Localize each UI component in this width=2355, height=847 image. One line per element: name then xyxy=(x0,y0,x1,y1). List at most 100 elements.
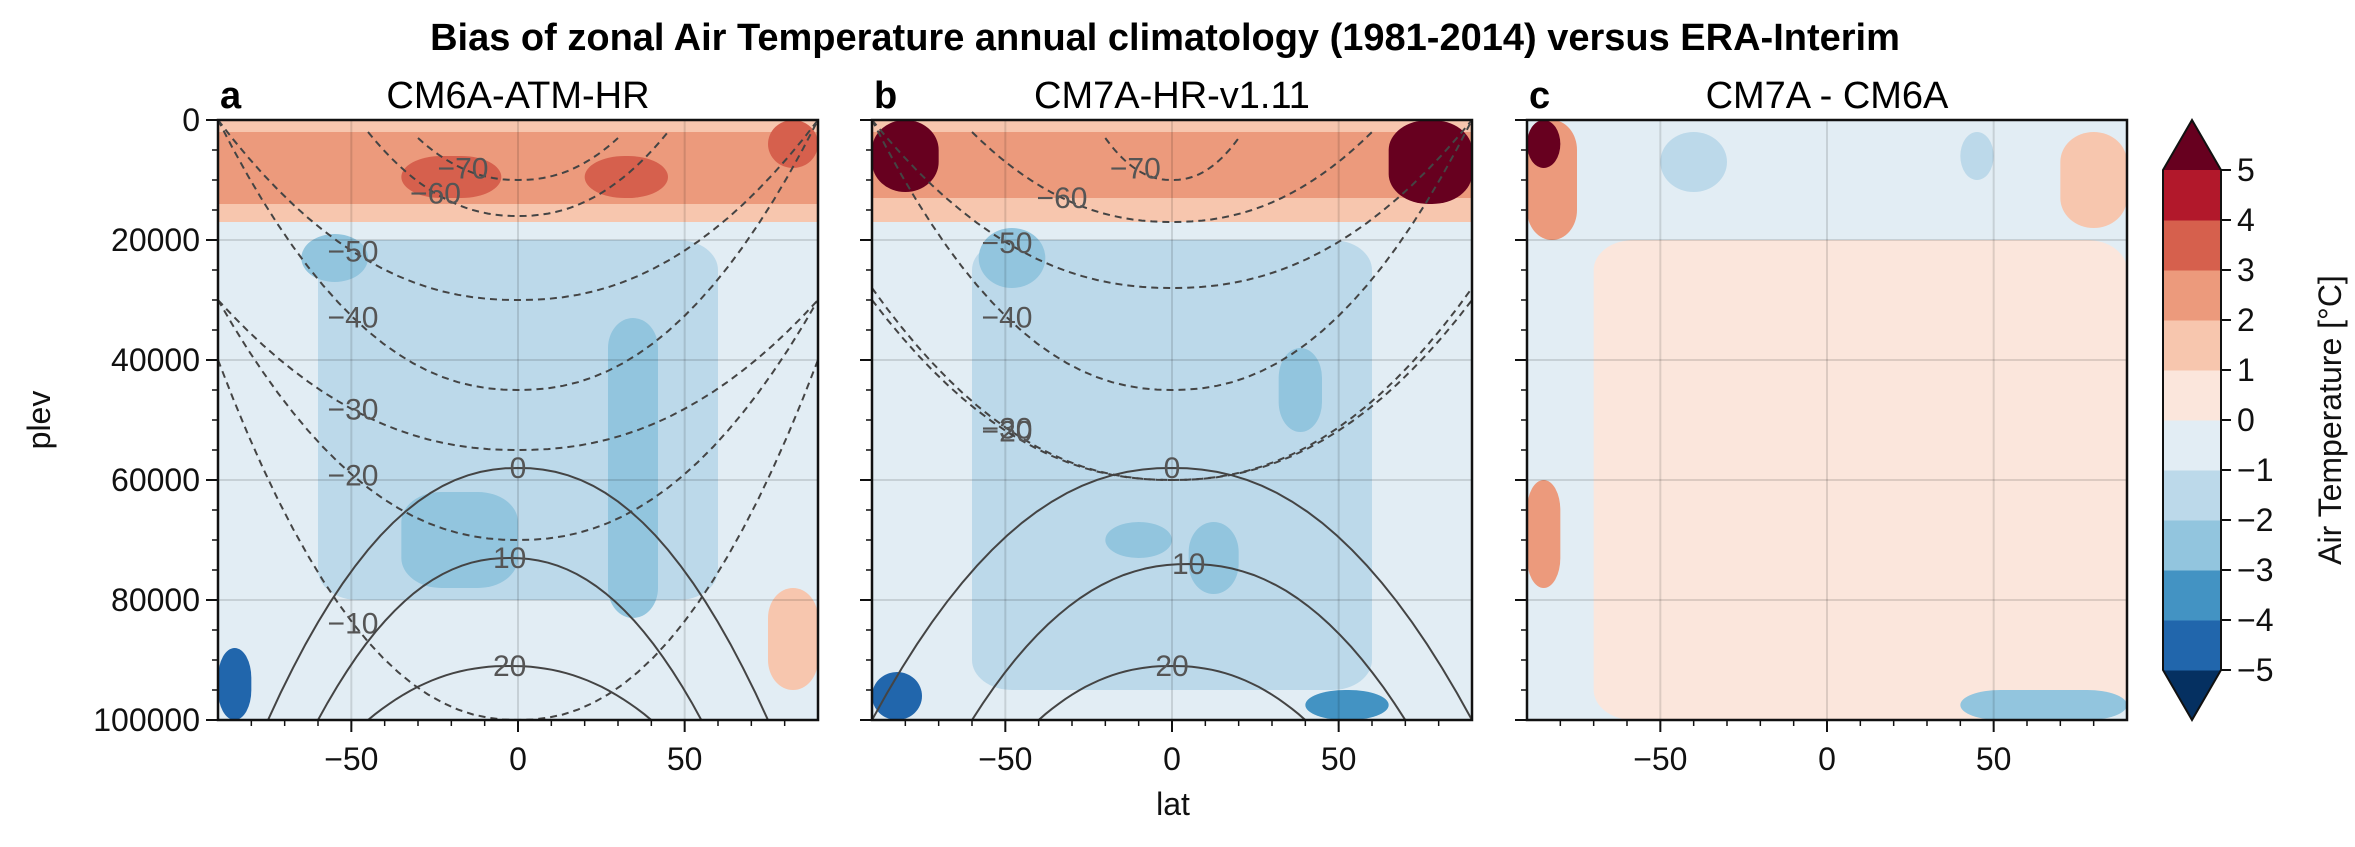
bias-region xyxy=(2060,132,2127,228)
bias-region xyxy=(1305,690,1389,720)
tick-layer: −50 0 50 xyxy=(860,119,1440,777)
bias-region xyxy=(218,648,252,720)
contour-line xyxy=(218,299,818,542)
contour-label: −30 xyxy=(982,412,1033,445)
bias-region xyxy=(872,672,922,720)
x-tick-label: −50 xyxy=(978,741,1032,777)
contour-label: −30 xyxy=(328,394,379,427)
panel-title: CM6A-ATM-HR xyxy=(386,75,649,117)
bias-region xyxy=(1388,120,1472,204)
bias-field-layer xyxy=(1527,120,2127,720)
colorbar-tick-label: 5 xyxy=(2237,152,2255,188)
y-tick-label: 80000 xyxy=(111,582,200,618)
colorbar-tick-label: 0 xyxy=(2237,402,2255,438)
colorbar-tick-label: −2 xyxy=(2237,502,2273,538)
colorbar-segment xyxy=(2163,320,2221,371)
contour-line xyxy=(317,556,703,720)
y-tick-label: 0 xyxy=(182,102,200,138)
colorbar-tick-label: −1 xyxy=(2237,452,2273,488)
contour-label: −70 xyxy=(438,153,489,186)
colorbar-segment xyxy=(2163,420,2221,471)
colorbar-segment xyxy=(2163,620,2221,671)
colorbar-label: Air Temperature [°C] xyxy=(2312,275,2348,565)
contour-label: −40 xyxy=(982,302,1033,335)
bias-region xyxy=(401,492,518,588)
bias-region xyxy=(1105,522,1172,558)
contour-line xyxy=(872,466,1472,720)
bias-region xyxy=(401,156,502,198)
bias-region xyxy=(872,132,1472,198)
bias-region xyxy=(978,228,1046,288)
colorbar-segment xyxy=(2163,520,2221,571)
contour-line xyxy=(971,562,1407,720)
y-tick-label: 40000 xyxy=(111,342,200,378)
bias-region xyxy=(301,234,368,282)
colorbar-segment xyxy=(2163,220,2221,271)
contour-layer: −70 −60−50 −40 −30−20 0 10 20 xyxy=(872,120,1472,720)
contour-line xyxy=(417,137,619,182)
y-tick-label: 100000 xyxy=(93,702,200,738)
colorbar-segment xyxy=(2163,470,2221,521)
colorbar-tick-label: −4 xyxy=(2237,602,2273,638)
panel-letter: c xyxy=(1529,75,1550,117)
panel-letter: a xyxy=(220,75,242,117)
colorbar-tick-label: 1 xyxy=(2237,352,2255,388)
x-tick-label: 50 xyxy=(667,741,703,777)
contour-label: 20 xyxy=(493,650,526,683)
bias-region xyxy=(1960,690,2127,720)
contour-line xyxy=(1038,664,1306,720)
y-axis-label: plev xyxy=(21,391,57,450)
x-axis-label: lat xyxy=(1156,786,1190,822)
colorbar-tick-label: −3 xyxy=(2237,552,2273,588)
bias-field-layer xyxy=(218,120,818,720)
colorbar-tick-label: 3 xyxy=(2237,252,2255,288)
bias-region xyxy=(218,132,818,204)
contour-line xyxy=(367,664,652,720)
contour-label: −70 xyxy=(1110,153,1161,186)
figure-title: Bias of zonal Air Temperature annual cli… xyxy=(430,17,1900,59)
colorbar-extend-max xyxy=(2163,120,2221,170)
bias-region xyxy=(1660,132,1727,192)
contour-label: −20 xyxy=(982,416,1033,449)
bias-region xyxy=(1278,348,1322,432)
panel-a: −70−60 −50 −40 −30 −20 −10 0 10 20 −50 0 50 0 20000 40… xyxy=(93,75,820,777)
x-tick-label: 0 xyxy=(1818,741,1836,777)
contour-line xyxy=(872,120,1472,392)
colorbar-tick-label: −5 xyxy=(2237,652,2273,688)
bias-region xyxy=(1188,522,1239,594)
contour-line xyxy=(218,359,818,720)
contour-label: −20 xyxy=(328,460,379,493)
x-tick-label: 0 xyxy=(509,741,527,777)
colorbar-segment xyxy=(2163,170,2221,221)
contour-label: −10 xyxy=(328,607,379,640)
x-tick-label: 50 xyxy=(1321,741,1357,777)
x-tick-label: −50 xyxy=(1633,741,1687,777)
x-tick-label: 0 xyxy=(1163,741,1181,777)
colorbar-segment xyxy=(2163,370,2221,421)
contour-label: 20 xyxy=(1155,650,1188,683)
bias-region xyxy=(1527,480,1561,588)
contour-label: 0 xyxy=(1164,452,1181,485)
contour-label: −60 xyxy=(410,177,461,210)
contour-label: −60 xyxy=(1037,182,1088,215)
colorbar-segment xyxy=(2163,270,2221,321)
contour-line xyxy=(872,299,1472,482)
bias-field-layer xyxy=(872,120,1472,720)
bias-region xyxy=(584,156,668,198)
tick-layer: −50 0 50 0 20000 40000 60000 80000 100000 xyxy=(93,102,786,777)
contour-line xyxy=(267,466,769,720)
contour-label: 0 xyxy=(510,452,527,485)
bias-region xyxy=(1593,240,2127,720)
panel-title: CM7A-HR-v1.11 xyxy=(1034,75,1310,117)
y-tick-label: 20000 xyxy=(111,222,200,258)
x-tick-label: −50 xyxy=(324,741,378,777)
contour-label: −50 xyxy=(328,236,379,269)
contour-label: 10 xyxy=(1172,548,1205,581)
colorbar-extend-min xyxy=(2163,670,2221,720)
contour-label: 10 xyxy=(493,542,526,575)
contour-line xyxy=(218,120,818,302)
bias-region xyxy=(972,240,1372,690)
panel-c: −50 0 50 c CM7A - CM6A xyxy=(1515,75,2129,777)
